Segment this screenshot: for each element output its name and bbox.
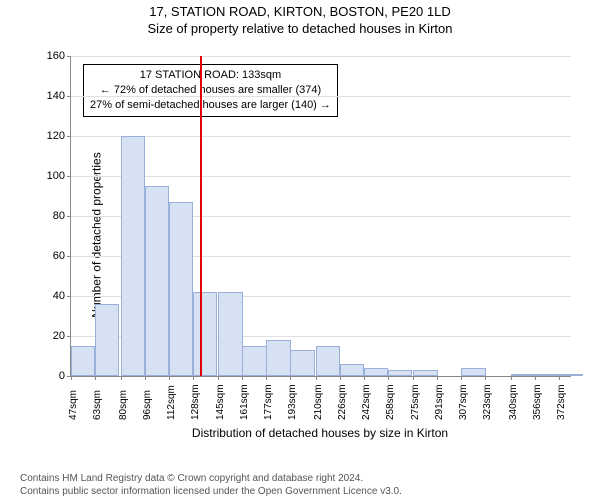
- x-tick-label: 145sqm: [215, 384, 226, 420]
- x-tick-label: 291sqm: [434, 384, 445, 420]
- info-box: 17 STATION ROAD: 133sqm ← 72% of detache…: [83, 64, 338, 117]
- x-tick-label: 112sqm: [166, 385, 177, 420]
- x-tick-label: 161sqm: [239, 384, 250, 420]
- histogram-bar: [559, 374, 583, 376]
- x-tick-mark: [266, 376, 267, 380]
- x-tick-label: 226sqm: [337, 384, 348, 420]
- histogram-bar: [388, 370, 412, 376]
- x-tick-mark: [559, 376, 560, 380]
- x-tick-mark: [461, 376, 462, 380]
- y-tick-label: 20: [53, 330, 65, 342]
- x-tick-label: 63sqm: [92, 390, 103, 420]
- x-tick-label: 323sqm: [482, 384, 493, 420]
- chart: Number of detached properties 17 STATION…: [50, 50, 580, 420]
- histogram-bar: [535, 374, 559, 376]
- x-tick-label: 242sqm: [361, 384, 372, 420]
- x-tick-mark: [121, 376, 122, 380]
- histogram-bar: [169, 202, 193, 376]
- x-tick-label: 307sqm: [458, 384, 469, 420]
- y-tick-mark: [67, 176, 71, 177]
- histogram-bar: [218, 292, 242, 376]
- plot-area: 17 STATION ROAD: 133sqm ← 72% of detache…: [70, 56, 571, 377]
- x-tick-label: 47sqm: [68, 390, 79, 420]
- y-tick-mark: [67, 256, 71, 257]
- histogram-bar: [461, 368, 485, 376]
- x-tick-label: 258sqm: [385, 384, 396, 420]
- histogram-bar: [95, 304, 119, 376]
- x-tick-label: 177sqm: [263, 384, 274, 420]
- x-tick-mark: [413, 376, 414, 380]
- y-tick-label: 160: [47, 50, 65, 62]
- x-tick-mark: [340, 376, 341, 380]
- x-tick-mark: [388, 376, 389, 380]
- x-tick-mark: [511, 376, 512, 380]
- x-tick-label: 340sqm: [508, 384, 519, 420]
- x-tick-mark: [364, 376, 365, 380]
- histogram-bar: [121, 136, 145, 376]
- reference-line: [200, 56, 202, 376]
- x-tick-mark: [218, 376, 219, 380]
- x-tick-mark: [535, 376, 536, 380]
- grid-line: [71, 96, 571, 97]
- x-tick-label: 356sqm: [532, 384, 543, 420]
- x-tick-label: 96sqm: [142, 390, 153, 420]
- histogram-bar: [316, 346, 340, 376]
- x-tick-label: 275sqm: [410, 384, 421, 420]
- footer-line2: Contains public sector information licen…: [20, 486, 402, 499]
- y-tick-label: 100: [47, 170, 65, 182]
- histogram-bar: [145, 186, 169, 376]
- y-tick-mark: [67, 136, 71, 137]
- histogram-bar: [340, 364, 364, 376]
- y-tick-mark: [67, 296, 71, 297]
- x-tick-mark: [437, 376, 438, 380]
- histogram-bar: [266, 340, 290, 376]
- histogram-bar: [413, 370, 437, 376]
- histogram-bar: [242, 346, 266, 376]
- y-tick-mark: [67, 216, 71, 217]
- histogram-bar: [364, 368, 388, 376]
- x-axis-label: Distribution of detached houses by size …: [70, 426, 570, 440]
- x-tick-mark: [193, 376, 194, 380]
- x-tick-label: 372sqm: [556, 384, 567, 420]
- grid-line: [71, 56, 571, 57]
- x-tick-mark: [485, 376, 486, 380]
- footer: Contains HM Land Registry data © Crown c…: [20, 473, 402, 498]
- histogram-bar: [290, 350, 314, 376]
- footer-line1: Contains HM Land Registry data © Crown c…: [20, 473, 402, 486]
- x-tick-mark: [169, 376, 170, 380]
- x-tick-mark: [145, 376, 146, 380]
- x-tick-label: 210sqm: [313, 384, 324, 420]
- x-tick-label: 193sqm: [287, 384, 298, 420]
- x-tick-mark: [290, 376, 291, 380]
- x-tick-mark: [316, 376, 317, 380]
- y-tick-mark: [67, 96, 71, 97]
- histogram-bar: [511, 374, 535, 376]
- y-tick-label: 80: [53, 210, 65, 222]
- page: 17, STATION ROAD, KIRTON, BOSTON, PE20 1…: [0, 4, 600, 504]
- grid-line: [71, 136, 571, 137]
- y-tick-mark: [67, 336, 71, 337]
- x-tick-label: 80sqm: [118, 390, 129, 420]
- page-title: 17, STATION ROAD, KIRTON, BOSTON, PE20 1…: [0, 4, 600, 19]
- x-tick-label: 128sqm: [190, 384, 201, 420]
- x-tick-mark: [71, 376, 72, 380]
- y-tick-mark: [67, 56, 71, 57]
- histogram-bar: [71, 346, 95, 376]
- x-tick-mark: [95, 376, 96, 380]
- y-tick-label: 120: [47, 130, 65, 142]
- info-box-line3: 27% of semi-detached houses are larger (…: [90, 98, 331, 113]
- y-tick-label: 40: [53, 290, 65, 302]
- info-box-line1: 17 STATION ROAD: 133sqm: [90, 68, 331, 83]
- grid-line: [71, 176, 571, 177]
- x-tick-mark: [242, 376, 243, 380]
- y-tick-label: 0: [59, 370, 65, 382]
- y-tick-label: 140: [47, 90, 65, 102]
- y-tick-label: 60: [53, 250, 65, 262]
- page-subtitle: Size of property relative to detached ho…: [0, 21, 600, 36]
- histogram-bar: [193, 292, 217, 376]
